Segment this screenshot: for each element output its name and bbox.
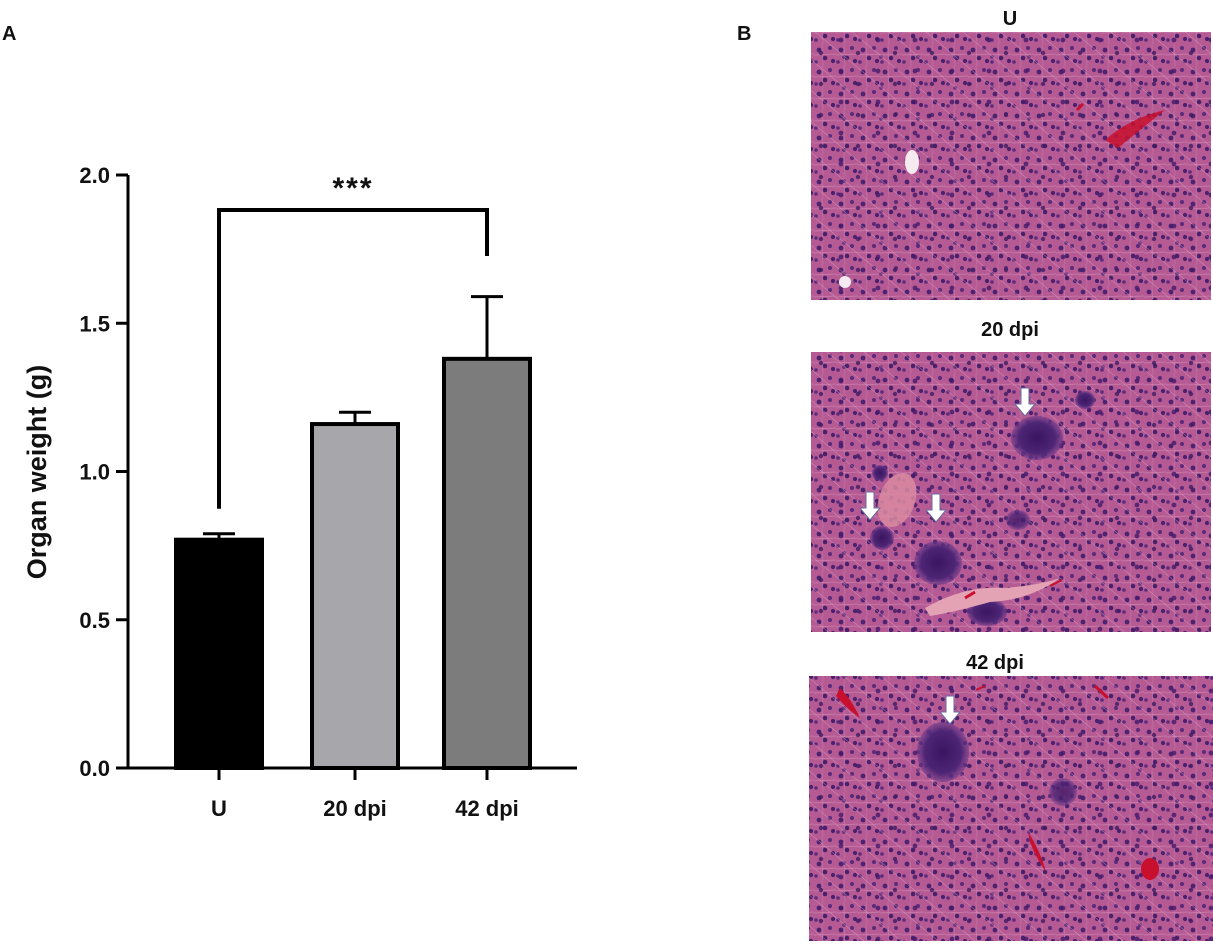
arrow-marker [924, 493, 948, 523]
y-tick-label: 1.0 [79, 460, 110, 485]
histology-title-20dpi: 20 dpi [981, 319, 1039, 341]
panel-b-label: B [737, 23, 751, 45]
arrow-marker [858, 491, 882, 521]
arrow-marker [1013, 387, 1037, 417]
significance-line [217, 208, 489, 509]
histology-image-u [811, 32, 1211, 300]
y-tick-label: 2.0 [79, 163, 110, 188]
y-axis-label: Organ weight (g) [22, 365, 52, 579]
x-tick-label: 42 dpi [455, 796, 519, 821]
histology-panel: U 20 dpi [809, 8, 1213, 941]
arrows-42dpi [938, 695, 962, 725]
histology-title-42dpi: 42 dpi [966, 652, 1024, 674]
bars [174, 295, 532, 770]
y-tick-label: 0.0 [79, 756, 110, 781]
x-tick-label: U [211, 796, 227, 821]
panel-a-label: A [2, 23, 16, 45]
histology-image-20dpi [811, 352, 1211, 632]
y-ticks: 0.0 0.5 1.0 1.5 2.0 [79, 163, 128, 781]
y-tick-label: 0.5 [79, 608, 110, 633]
x-tick-label: 20 dpi [323, 796, 387, 821]
bar-chart: Organ weight (g) 0.0 0.5 1.0 1.5 2.0 U 20 dpi… [22, 163, 577, 821]
x-ticks: U 20 dpi 42 dpi [211, 768, 519, 821]
histology-image-42dpi [809, 676, 1213, 941]
significance-bracket: *** [217, 172, 489, 509]
y-tick-label: 1.5 [79, 311, 110, 336]
arrows-20dpi [858, 387, 1037, 523]
significance-label: *** [332, 172, 373, 205]
bar [174, 537, 264, 770]
histology-title-u: U [1003, 8, 1017, 30]
bar [310, 422, 400, 770]
arrow-marker [938, 695, 962, 725]
bar [442, 356, 532, 770]
